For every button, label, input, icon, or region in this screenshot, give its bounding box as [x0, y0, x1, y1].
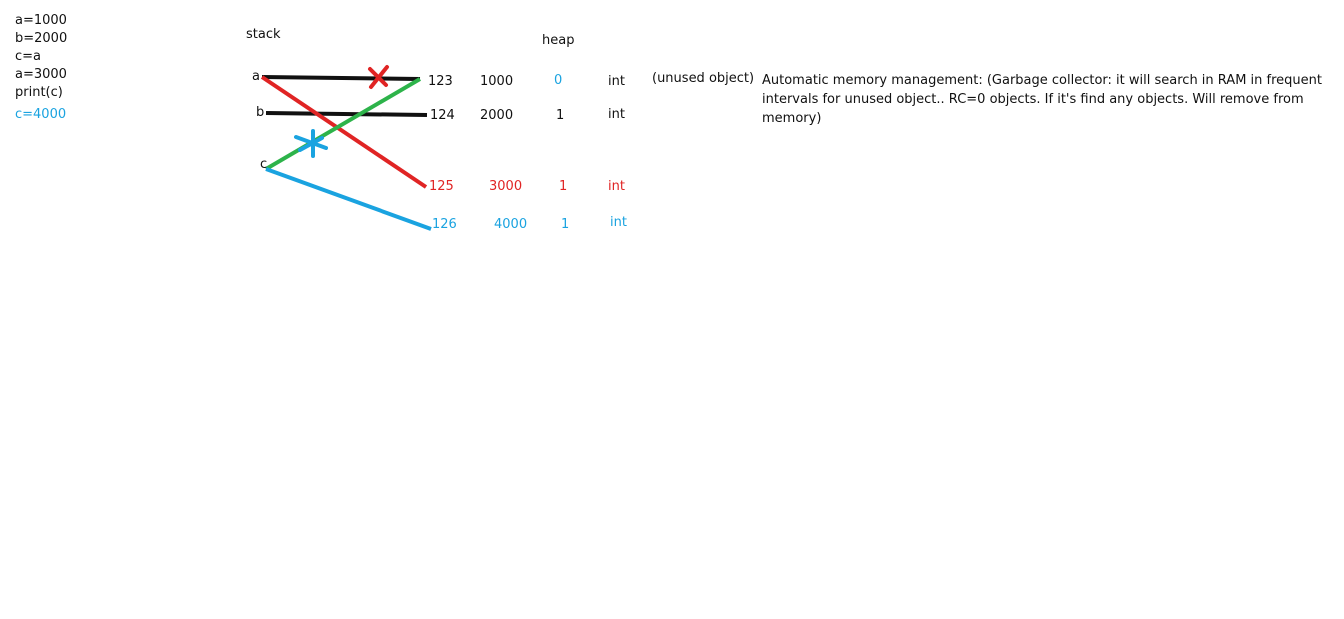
- code-output: c=4000: [15, 107, 67, 122]
- heap-address: 124: [430, 108, 455, 123]
- code-block: a=1000 b=2000 c=a a=3000 print(c) c=4000: [15, 12, 67, 124]
- ref-a-123: [261, 75, 421, 81]
- blue-asterisk-mark: [294, 129, 328, 158]
- heap-address: 125: [429, 179, 454, 194]
- heap-value: 1000: [480, 74, 514, 89]
- heap-refcount: 0: [554, 73, 563, 88]
- heap-type: int: [608, 179, 625, 194]
- stack-label: stack: [246, 27, 281, 42]
- heap-refcount: 1: [559, 179, 568, 194]
- heap-type: int: [608, 107, 625, 122]
- heap-address: 126: [432, 217, 457, 232]
- code-line: a=3000: [15, 67, 67, 82]
- heap-refcount: 1: [556, 108, 565, 123]
- unused-object-note: (unused object): [652, 71, 755, 86]
- heap-label: heap: [542, 33, 575, 48]
- red-cross-mark: [368, 65, 389, 89]
- code-line: print(c): [15, 85, 63, 100]
- heap-value: 3000: [489, 179, 523, 194]
- stack-var-a: a: [252, 69, 260, 84]
- code-line: a=1000: [15, 13, 67, 28]
- ref-b-124: [265, 111, 428, 117]
- ref-c-126: [265, 167, 432, 231]
- heap-type: int: [608, 74, 625, 89]
- ref-c-123: [264, 77, 422, 171]
- stack-var-c: c: [260, 157, 268, 172]
- heap-value: 4000: [494, 217, 528, 232]
- heap-address: 123: [428, 74, 453, 89]
- ref-a-125: [260, 75, 428, 189]
- stack-var-b: b: [256, 105, 265, 120]
- code-line: b=2000: [15, 31, 68, 46]
- heap-refcount: 1: [561, 217, 570, 232]
- code-line: c=a: [15, 49, 42, 64]
- heap-value: 2000: [480, 108, 514, 123]
- heap-type: int: [610, 215, 627, 230]
- gc-note: Automatic memory management: (Garbage co…: [762, 73, 1322, 126]
